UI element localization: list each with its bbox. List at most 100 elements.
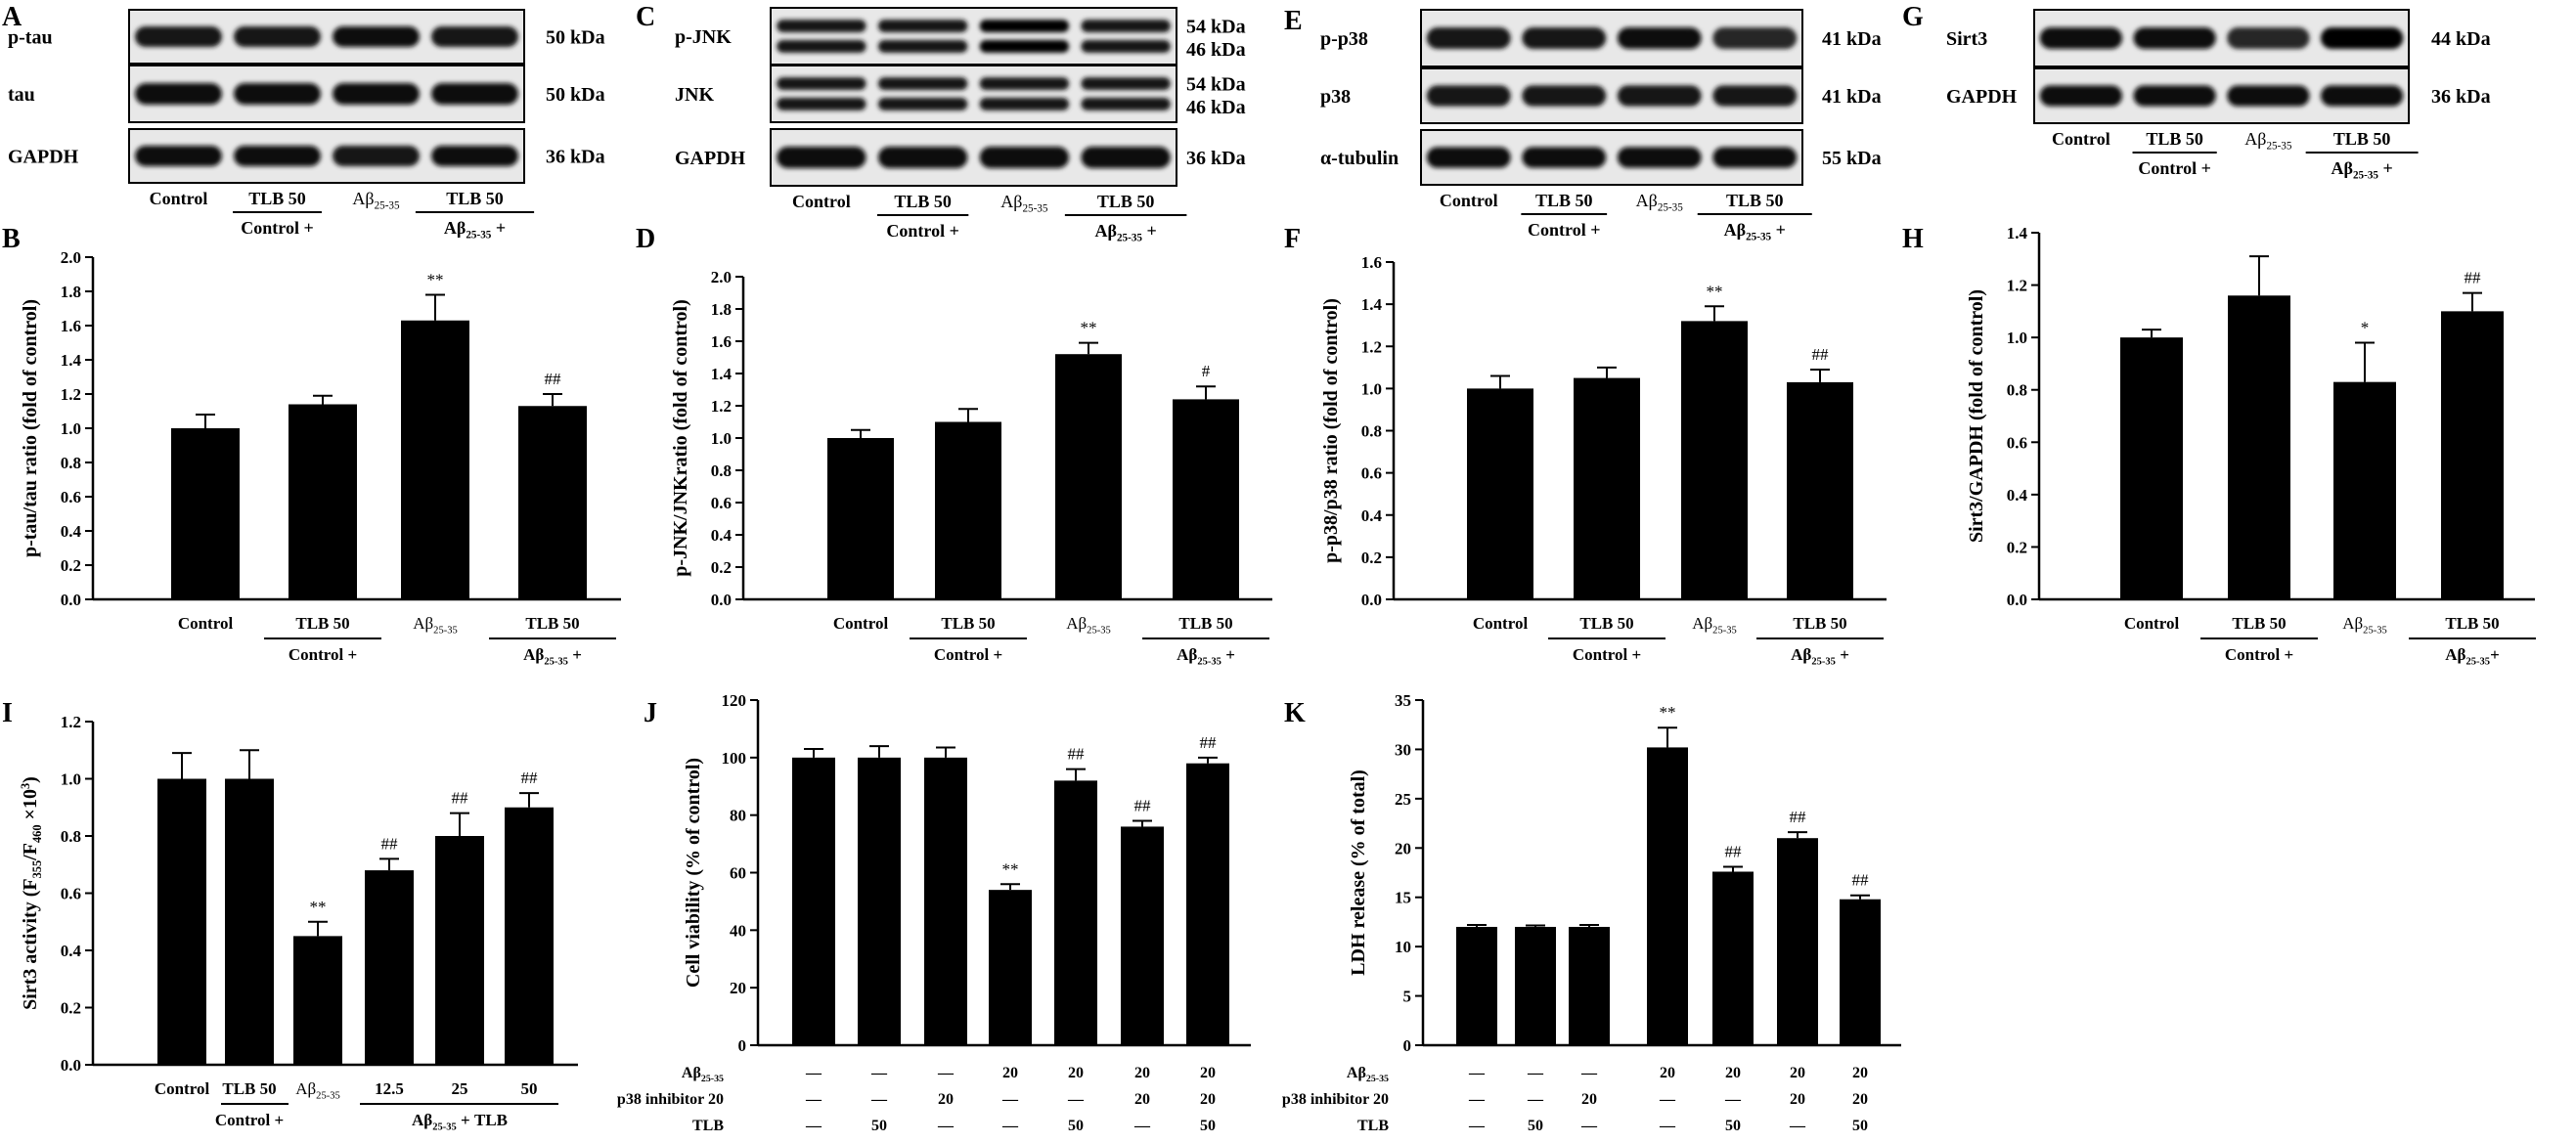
- y-tick-label: 1.6: [1361, 253, 1382, 272]
- y-tick-label: 35: [1395, 691, 1411, 710]
- y-tick-label: 1.8: [711, 300, 732, 319]
- significance-label: **: [1707, 282, 1723, 300]
- blot-kda-label: 36 kDa: [1186, 148, 1246, 169]
- y-tick-label: 40: [730, 921, 746, 940]
- blot-row-label: GAPDH: [1946, 86, 2018, 108]
- condition-cell: 20: [1200, 1091, 1216, 1108]
- y-tick-label: 0.2: [1361, 549, 1382, 567]
- y-tick-label: 120: [722, 691, 747, 710]
- panel-letter: A: [2, 2, 22, 32]
- blot-band: [2227, 85, 2310, 107]
- category-label: Control: [155, 1079, 210, 1098]
- category-label: TLB 50: [222, 1079, 276, 1098]
- y-axis-label: Sirt3 activity (F355​/F460​ ×103​): [19, 776, 44, 1010]
- blot-lane-label: Control: [2052, 129, 2110, 149]
- y-tick-label: 0.2: [61, 556, 81, 575]
- condition-cell: 50: [1200, 1118, 1216, 1134]
- blot-frame: [770, 7, 1177, 66]
- condition-cell: 50: [871, 1118, 887, 1134]
- panel-letter: I: [2, 698, 13, 728]
- category-label: Aβ25-35​: [1692, 614, 1737, 636]
- blot-band: [1426, 26, 1511, 50]
- condition-row-label: Aβ25-35​: [1347, 1065, 1389, 1084]
- y-tick-label: 30: [1395, 740, 1411, 759]
- bar: [792, 757, 835, 1045]
- panel-letter: J: [644, 698, 657, 728]
- condition-cell: —: [1468, 1091, 1486, 1108]
- blot-band: [777, 20, 866, 32]
- condition-cell: —: [870, 1065, 888, 1081]
- blot-lane-label: TLB 50: [1097, 192, 1155, 211]
- chart-panel-F: 0.0 0.2 0.4 0.6 0.8 1.0 1.2 1.4 1.6 p-p38/p38 rat…: [1320, 253, 1887, 667]
- y-tick-label: 1.2: [711, 397, 732, 416]
- y-tick-label: 0.4: [711, 526, 733, 545]
- blot-kda-label: 44 kDa: [2431, 28, 2491, 50]
- blot-band: [1081, 20, 1171, 32]
- condition-cell: —: [1527, 1065, 1544, 1081]
- group-label: Aβ25-35​ +: [1177, 645, 1235, 667]
- bar: [1777, 838, 1818, 1045]
- group-label: Aβ25-35​ +: [2331, 158, 2392, 182]
- bar: [171, 428, 240, 599]
- chart-panel-I: 0.0 0.2 0.4 0.6 0.8 1.0 1.2 Sirt3 activity (F35…: [19, 713, 578, 1132]
- y-tick-label: 0.8: [2007, 381, 2027, 400]
- blot-lane-label: TLB 50: [1726, 191, 1784, 210]
- blot-row-label: tau: [8, 84, 35, 106]
- group-label: Aβ25-35​ +: [444, 218, 506, 242]
- condition-cell: —: [1133, 1118, 1151, 1134]
- significance-label: ##: [1852, 871, 1870, 890]
- y-tick-label: 1.6: [61, 317, 81, 335]
- significance-label: ##: [1134, 797, 1152, 815]
- bar: [1787, 381, 1853, 599]
- condition-cell: —: [1659, 1118, 1676, 1134]
- blot-row-label: p-JNK: [675, 26, 732, 48]
- blot-panel-G: Sirt3 44 kDa GAPDH 36 kDa Control TLB 50 Aβ25-…: [1946, 9, 2491, 182]
- blot-band: [877, 40, 968, 53]
- blot-band: [2320, 85, 2404, 107]
- blot-band: [234, 82, 321, 106]
- blot-lane-label: Aβ25-35​: [352, 189, 400, 212]
- category-label: Aβ25-35​: [295, 1079, 340, 1101]
- significance-label: ##: [381, 834, 399, 853]
- blot-lane-label: TLB 50: [446, 189, 504, 208]
- significance-label: #: [1202, 362, 1211, 380]
- panel-letter: E: [1284, 6, 1303, 36]
- blot-kda-label: 54 kDa: [1186, 74, 1246, 96]
- y-tick-label: 0.8: [61, 454, 81, 472]
- y-tick-label: 0: [738, 1036, 747, 1055]
- y-tick-label: 0.4: [2007, 486, 2028, 505]
- y-tick-label: 0.2: [2007, 538, 2027, 556]
- significance-label: ##: [1790, 808, 1807, 826]
- category-label: Aβ25-35​: [413, 614, 458, 636]
- category-label: Control: [2124, 614, 2180, 633]
- blot-kda-label: 54 kDa: [1186, 17, 1246, 38]
- bar: [435, 836, 484, 1065]
- y-axis-label: p-p38/p38 ratio (fold of control): [1320, 298, 1342, 563]
- blot-kda-label: 46 kDa: [1186, 97, 1246, 118]
- significance-label: ##: [1068, 745, 1086, 764]
- y-tick-label: 1.4: [1361, 295, 1383, 314]
- y-tick-label: 0.4: [61, 942, 82, 960]
- y-tick-label: 25: [1395, 790, 1411, 809]
- blot-lane-label: TLB 50: [2333, 129, 2391, 149]
- condition-cell: —: [1659, 1091, 1676, 1108]
- bar: [1055, 354, 1122, 599]
- y-tick-label: 0.2: [711, 558, 732, 577]
- condition-cell: 20: [1134, 1065, 1150, 1081]
- blot-lane-label: Control: [1440, 191, 1498, 210]
- y-tick-label: 80: [730, 807, 746, 825]
- y-tick-label: 10: [1395, 938, 1411, 956]
- bar: [518, 406, 587, 599]
- blot-band: [777, 77, 866, 90]
- blot-lane-label: Aβ25-35​: [2244, 129, 2292, 153]
- bar: [401, 320, 469, 599]
- condition-cell: 50: [1852, 1118, 1868, 1134]
- blot-band: [431, 26, 518, 47]
- blot-band: [2133, 85, 2216, 107]
- blot-band: [777, 98, 866, 110]
- category-label: TLB 50: [1793, 614, 1846, 633]
- y-tick-label: 0.0: [711, 591, 732, 609]
- y-tick-label: 15: [1395, 889, 1411, 907]
- bar: [293, 936, 342, 1065]
